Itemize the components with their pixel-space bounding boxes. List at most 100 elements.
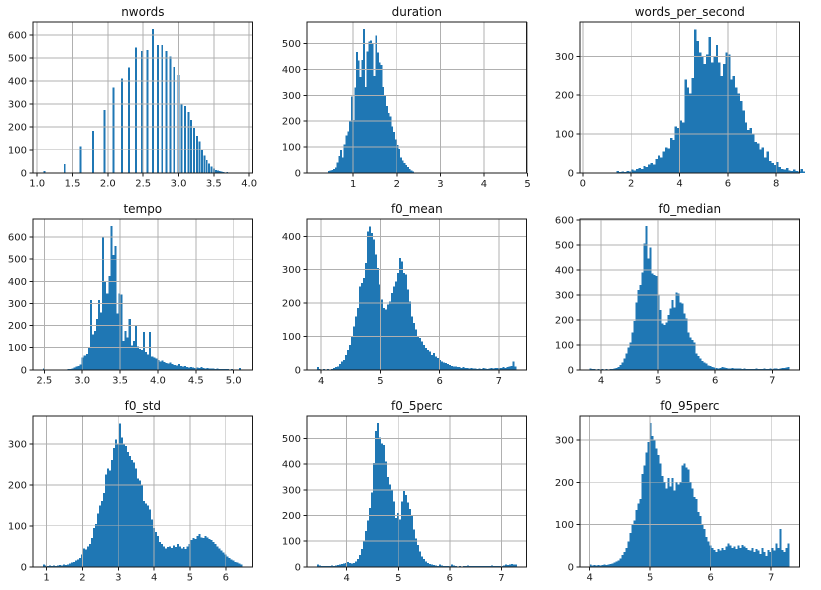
bar bbox=[500, 565, 503, 567]
bar bbox=[466, 367, 469, 370]
bar bbox=[514, 564, 517, 567]
bar bbox=[239, 367, 242, 370]
bar bbox=[783, 169, 787, 173]
bar bbox=[344, 562, 347, 567]
bar bbox=[148, 508, 151, 567]
tick-marks bbox=[303, 437, 502, 570]
bar bbox=[62, 564, 65, 567]
x-tick-label: 8 bbox=[773, 179, 779, 190]
bar bbox=[687, 469, 690, 567]
bar bbox=[743, 546, 746, 567]
bar bbox=[673, 307, 676, 370]
bar bbox=[731, 547, 734, 567]
bar bbox=[646, 166, 649, 173]
bar bbox=[134, 467, 137, 567]
bar bbox=[458, 366, 461, 370]
bar bbox=[403, 162, 406, 173]
bar bbox=[496, 367, 499, 370]
bar bbox=[364, 262, 367, 370]
tick-labels: 4 5 6 7 0 100 200 300 400 bbox=[282, 232, 502, 387]
bar bbox=[452, 565, 455, 567]
bar bbox=[171, 363, 174, 370]
bar bbox=[648, 164, 651, 173]
bar bbox=[450, 365, 453, 370]
x-tick-label: 3.0 bbox=[171, 179, 187, 190]
bar bbox=[375, 35, 377, 173]
bar bbox=[167, 363, 170, 370]
bar bbox=[776, 161, 779, 173]
bar bbox=[159, 361, 162, 370]
bar bbox=[484, 368, 487, 370]
bar bbox=[188, 367, 191, 370]
y-tick-label: 200 bbox=[555, 315, 574, 326]
bar bbox=[735, 87, 738, 173]
bar bbox=[739, 547, 742, 567]
bar bbox=[334, 167, 337, 173]
bar bbox=[181, 366, 184, 370]
y-tick-label: 200 bbox=[555, 477, 574, 488]
bar bbox=[168, 545, 171, 567]
bar bbox=[344, 354, 347, 370]
bar bbox=[747, 130, 750, 173]
bar bbox=[338, 363, 341, 370]
bar bbox=[350, 96, 353, 173]
bar bbox=[192, 537, 195, 567]
bar bbox=[488, 565, 491, 567]
x-tick-label: 4.0 bbox=[150, 376, 166, 387]
bar bbox=[725, 367, 728, 370]
bar bbox=[384, 461, 387, 567]
bar bbox=[490, 367, 493, 370]
bar bbox=[89, 299, 92, 370]
bar bbox=[350, 563, 353, 567]
bar bbox=[42, 368, 45, 370]
bar bbox=[114, 439, 117, 567]
bar bbox=[318, 565, 321, 567]
bar bbox=[677, 128, 680, 173]
bar bbox=[432, 352, 435, 370]
bar bbox=[378, 284, 381, 370]
y-tick-label: 100 bbox=[8, 343, 27, 354]
bar bbox=[466, 565, 469, 567]
bar bbox=[216, 368, 219, 370]
bar bbox=[332, 169, 335, 173]
bar bbox=[122, 443, 125, 567]
histogram-canvas-f0-mean: f0_mean 4 5 6 7 0 100 200 300 400 bbox=[282, 202, 527, 387]
bar bbox=[214, 543, 217, 567]
bar bbox=[98, 504, 101, 567]
x-tick-label: 5 bbox=[187, 572, 193, 583]
bar bbox=[729, 545, 732, 567]
bar bbox=[728, 54, 731, 173]
bar bbox=[220, 549, 223, 567]
y-tick-label: 600 bbox=[555, 215, 574, 226]
bar bbox=[340, 361, 343, 370]
subplot-title: f0_5perc bbox=[391, 398, 443, 412]
bar bbox=[103, 110, 106, 173]
x-tick-label: 3.5 bbox=[206, 179, 222, 190]
bar bbox=[737, 93, 741, 173]
bar bbox=[440, 361, 443, 370]
grid-lines bbox=[306, 21, 528, 174]
y-tick-label: 300 bbox=[282, 265, 301, 276]
bar bbox=[179, 365, 182, 370]
bar bbox=[63, 164, 66, 173]
bar bbox=[717, 368, 720, 370]
bar bbox=[735, 368, 738, 370]
y-tick-label: 200 bbox=[555, 91, 574, 102]
bar bbox=[329, 170, 332, 173]
bar bbox=[104, 474, 107, 567]
bar bbox=[73, 367, 76, 370]
x-tick-label: 5 bbox=[524, 179, 530, 190]
bar bbox=[390, 126, 393, 173]
bar bbox=[368, 41, 370, 173]
bar bbox=[66, 563, 69, 567]
bar bbox=[183, 106, 186, 173]
bar bbox=[94, 523, 97, 567]
x-tick-label: 1 bbox=[43, 572, 49, 583]
x-tick-label: 6 bbox=[446, 572, 452, 583]
y-tick-label: 400 bbox=[8, 277, 27, 288]
bar bbox=[193, 127, 196, 173]
x-tick-label: 1.0 bbox=[29, 179, 45, 190]
bar bbox=[364, 86, 367, 173]
y-tick-label: 300 bbox=[8, 439, 27, 450]
bar bbox=[709, 365, 712, 370]
